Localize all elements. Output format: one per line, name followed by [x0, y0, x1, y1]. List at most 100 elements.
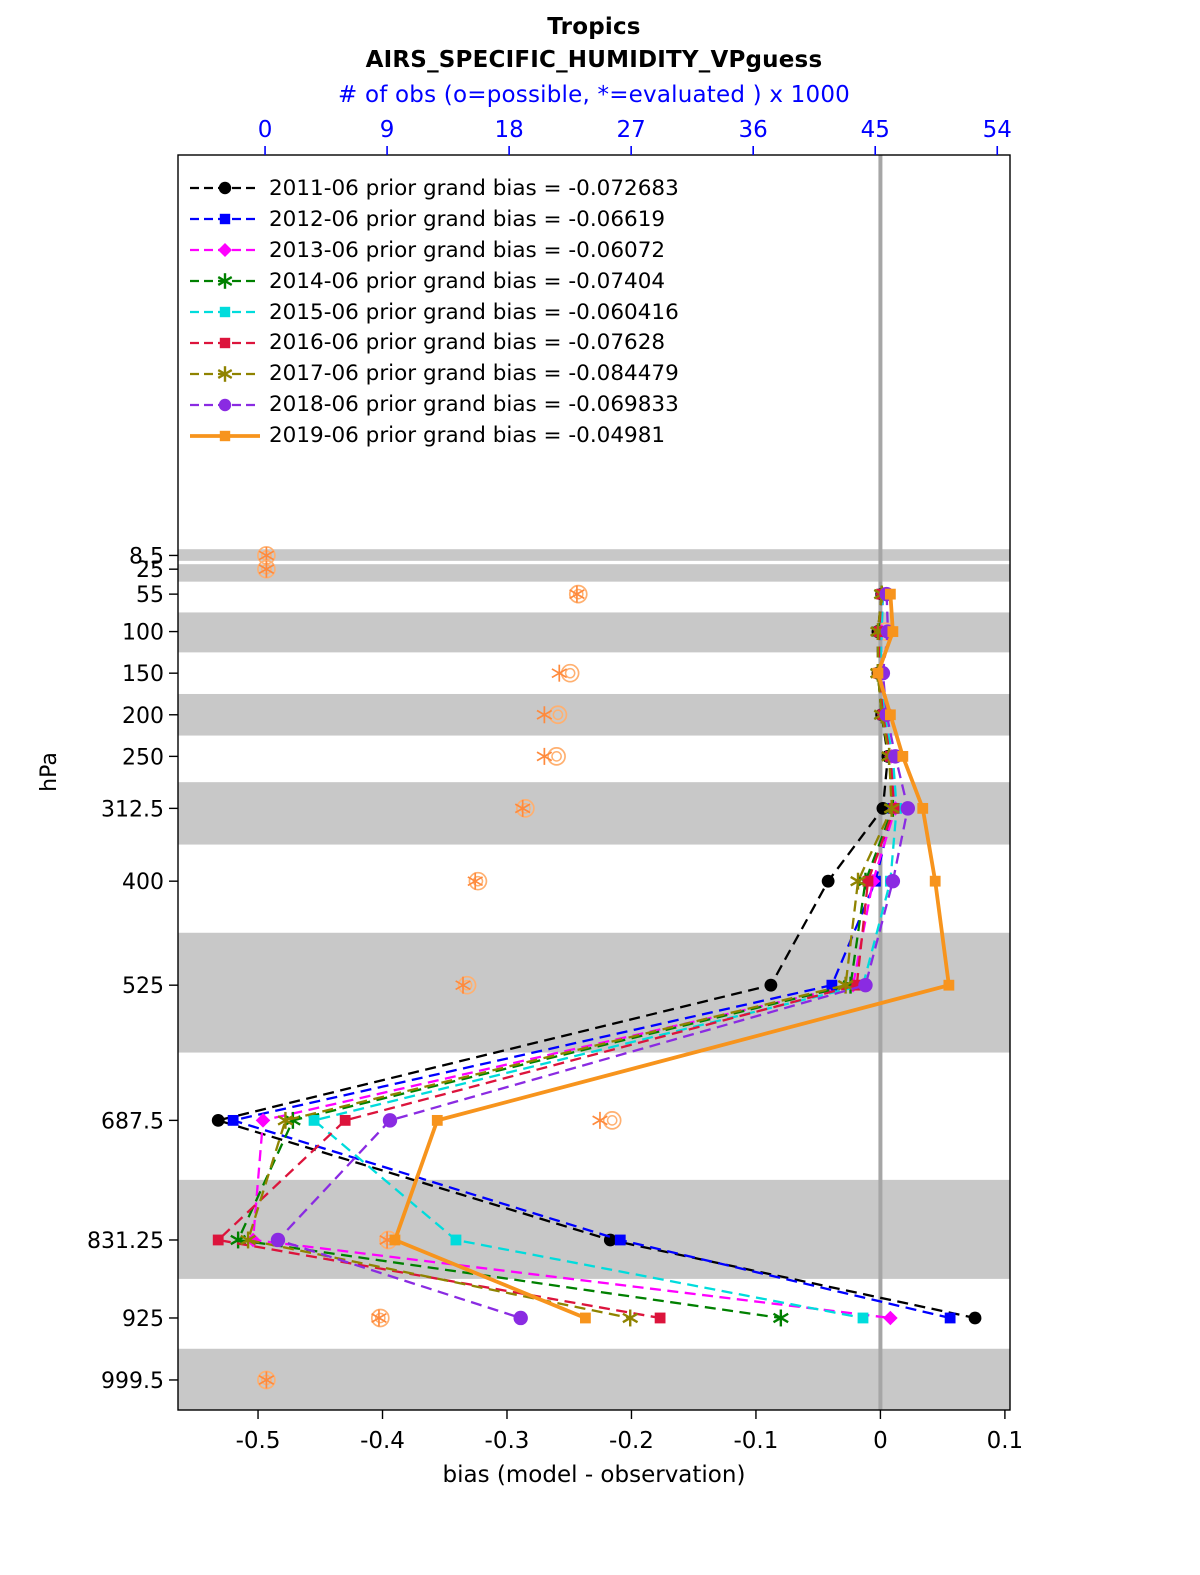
series-marker-star	[622, 1312, 639, 1324]
obs-possible-marker	[548, 705, 568, 725]
y-tick-label: 200	[122, 704, 164, 729]
shaded-pressure-band	[178, 612, 1010, 653]
obs-possible-marker	[374, 1312, 386, 1324]
obs-evaluated-marker	[514, 803, 531, 814]
shaded-pressure-band	[178, 1179, 1010, 1279]
obs-possible-marker	[468, 871, 488, 891]
shaded-pressure-band	[178, 564, 1010, 582]
y-tick-label: 250	[122, 745, 164, 770]
series-marker-star	[850, 875, 866, 887]
series-marker-star	[240, 1234, 256, 1246]
series-marker-square	[872, 667, 884, 679]
legend-line-sample	[190, 182, 260, 195]
legend-item-2012-06: 2012-06 prior grand bias = -0.06619	[188, 204, 679, 235]
legend-label: 2011-06 prior grand bias = -0.072683	[269, 175, 679, 201]
obs-possible-marker	[370, 1308, 390, 1328]
series-marker-square	[227, 1114, 239, 1126]
series-marker-square	[431, 1114, 443, 1126]
legend-label: 2014-06 prior grand bias = -0.07404	[269, 268, 666, 294]
obs-evaluated-marker	[467, 876, 484, 887]
obs-tick-label: 36	[739, 117, 768, 143]
obs-possible-marker	[551, 751, 562, 762]
x-tick-label: 0.1	[987, 1428, 1024, 1454]
series-marker-square	[857, 1312, 869, 1324]
obs-tick-label: 18	[494, 117, 523, 143]
y-tick-label: 312.5	[101, 797, 164, 822]
y-tick-label: 525	[122, 974, 164, 999]
series-marker-star	[883, 803, 900, 814]
legend-item-2011-06: 2011-06 prior grand bias = -0.072683	[188, 173, 679, 204]
y-tick-label: 687.5	[101, 1109, 164, 1134]
obs-evaluated-marker	[258, 1374, 275, 1385]
series-marker-square	[219, 430, 231, 441]
series-marker-square	[884, 588, 896, 600]
y-axis-label: hPa	[37, 752, 62, 792]
legend-label: 2016-06 prior grand bias = -0.07628	[269, 330, 666, 356]
y-tick-label: 25	[136, 558, 164, 583]
legend-line-sample	[190, 430, 260, 441]
legend-line-sample	[190, 306, 260, 318]
chart-title: Tropics	[547, 14, 641, 40]
legend-item-2019-06: 2019-06 prior grand bias = -0.04981	[188, 420, 679, 451]
x-tick-label: -0.4	[360, 1428, 405, 1454]
obs-possible-marker	[564, 667, 576, 679]
series-marker-circle	[764, 978, 778, 992]
y-tick-label: 831.25	[87, 1229, 164, 1254]
plot-border	[177, 154, 1011, 1411]
y-tick-label: 925	[122, 1307, 164, 1332]
series-marker-square	[897, 750, 909, 762]
y-tick-label: 999.5	[101, 1369, 164, 1394]
series-marker-star	[277, 1115, 294, 1126]
series-marker-square	[212, 1234, 224, 1246]
series-marker-square	[219, 306, 231, 318]
legend-line-sample	[190, 273, 260, 289]
legend-item-2015-06: 2015-06 prior grand bias = -0.060416	[188, 297, 679, 328]
obs-evaluated-marker	[536, 709, 553, 720]
series-marker-diamond	[883, 1310, 898, 1326]
series-marker-star	[772, 1312, 789, 1324]
series-marker-square	[884, 709, 896, 721]
obs-tick-label: 9	[380, 117, 395, 143]
y-tick-label: 150	[122, 662, 164, 687]
series-marker-square	[943, 979, 955, 991]
legend-line-sample	[190, 243, 260, 258]
legend-line-sample	[190, 337, 260, 349]
legend-label: 2015-06 prior grand bias = -0.060416	[269, 299, 679, 325]
series-marker-square	[389, 1234, 401, 1246]
series-2019-06	[389, 588, 955, 1324]
series-marker-circle	[382, 1113, 398, 1128]
legend-line-sample	[190, 365, 260, 382]
legend-line-sample	[190, 398, 260, 411]
legend-item-2016-06: 2016-06 prior grand bias = -0.07628	[188, 327, 679, 358]
obs-tick-label: 45	[861, 117, 890, 143]
series-marker-star	[837, 979, 854, 991]
series-marker-square	[450, 1234, 462, 1246]
series-marker-circle	[513, 1310, 528, 1326]
series-marker-square	[826, 979, 838, 991]
y-tick-label: 100	[122, 621, 164, 646]
obs-tick-label: 54	[983, 117, 1012, 143]
obs-possible-marker	[606, 1115, 618, 1126]
legend-line-sample	[190, 214, 260, 225]
obs-evaluated-marker	[258, 564, 275, 575]
legend-label: 2019-06 prior grand bias = -0.04981	[269, 423, 666, 449]
y-tick-label: 55	[136, 583, 164, 608]
series-marker-square	[308, 1114, 320, 1126]
x-tick-label: -0.5	[236, 1428, 281, 1454]
series-marker-circle	[211, 1113, 225, 1127]
obs-possible-marker	[568, 584, 588, 604]
legend-item-2017-06: 2017-06 prior grand bias = -0.084479	[188, 358, 679, 389]
obs-count-markers	[257, 546, 896, 1390]
series-marker-square	[219, 214, 231, 225]
obs-possible-marker	[472, 875, 484, 887]
series-marker-square	[944, 1312, 956, 1324]
obs-possible-marker	[602, 1111, 622, 1130]
series-marker-square	[614, 1234, 626, 1246]
series-marker-square	[219, 337, 231, 349]
legend-label: 2013-06 prior grand bias = -0.06072	[269, 237, 666, 263]
obs-possible-marker	[552, 709, 564, 721]
y-tick-label: 8.5	[129, 544, 164, 569]
obs-tick-label: 0	[258, 117, 273, 143]
